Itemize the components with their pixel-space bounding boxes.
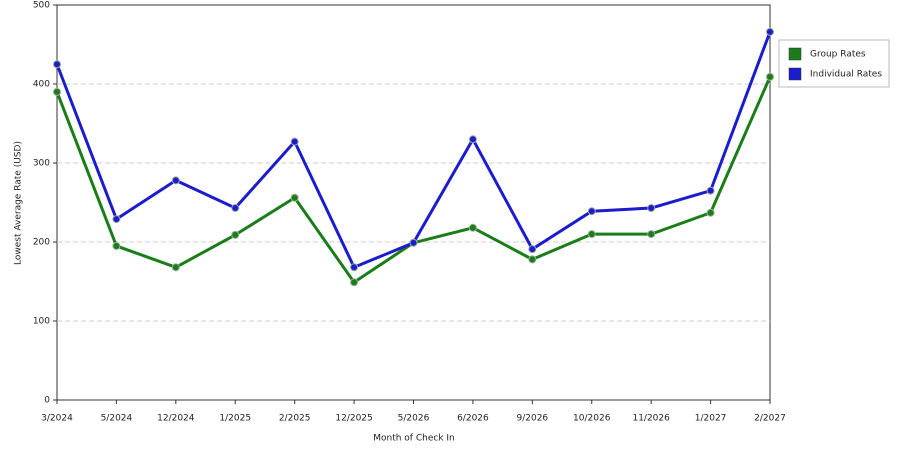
- legend-swatch: [788, 47, 802, 61]
- x-tick-label: 12/2024: [157, 414, 195, 424]
- point: [706, 208, 715, 217]
- point: [112, 215, 121, 224]
- point: [528, 255, 537, 264]
- point: [171, 263, 180, 272]
- x-tick-label: 2/2025: [279, 414, 311, 424]
- y-tick-label: 200: [33, 238, 50, 248]
- x-tick-label: 5/2026: [398, 414, 430, 424]
- x-tick-label: 2/2027: [754, 414, 786, 424]
- x-tick-label: 10/2026: [573, 414, 611, 424]
- point: [468, 223, 477, 232]
- point: [290, 193, 299, 202]
- x-tick-label: 1/2025: [219, 414, 251, 424]
- y-tick-label: 400: [33, 80, 50, 90]
- point: [766, 72, 774, 81]
- point: [468, 135, 477, 144]
- point: [409, 238, 418, 247]
- y-tick-label: 500: [33, 1, 50, 11]
- y-tick-label: 0: [44, 396, 50, 406]
- x-tick-label: 6/2026: [457, 414, 489, 424]
- point: [231, 230, 240, 239]
- point: [231, 204, 240, 213]
- point: [587, 207, 596, 216]
- x-tick-label: 11/2026: [632, 414, 670, 424]
- legend-label: Group Rates: [810, 50, 866, 60]
- x-tick-label: 12/2025: [335, 414, 372, 424]
- legend-label: Individual Rates: [810, 70, 882, 80]
- legend-swatch: [788, 67, 802, 81]
- point: [647, 204, 656, 213]
- point: [171, 176, 180, 185]
- x-tick-label: 9/2026: [516, 414, 548, 424]
- point: [53, 60, 61, 69]
- point: [112, 241, 121, 250]
- y-tick-label: 100: [33, 317, 50, 327]
- plot-frame: [56, 4, 771, 401]
- point: [350, 278, 359, 287]
- point: [350, 263, 359, 272]
- point: [53, 87, 61, 96]
- y-axis-title: Lowest Average Rate (USD): [14, 141, 24, 265]
- point: [766, 27, 774, 36]
- x-tick-label: 5/2024: [101, 414, 133, 424]
- x-tick-label: 3/2024: [41, 414, 73, 424]
- point: [528, 245, 537, 254]
- point: [290, 137, 299, 146]
- y-tick-label: 300: [33, 159, 50, 169]
- x-axis-title: Month of Check In: [373, 434, 455, 444]
- point: [647, 230, 656, 239]
- x-tick-label: 1/2027: [695, 414, 727, 424]
- point: [587, 230, 596, 239]
- point: [706, 186, 715, 195]
